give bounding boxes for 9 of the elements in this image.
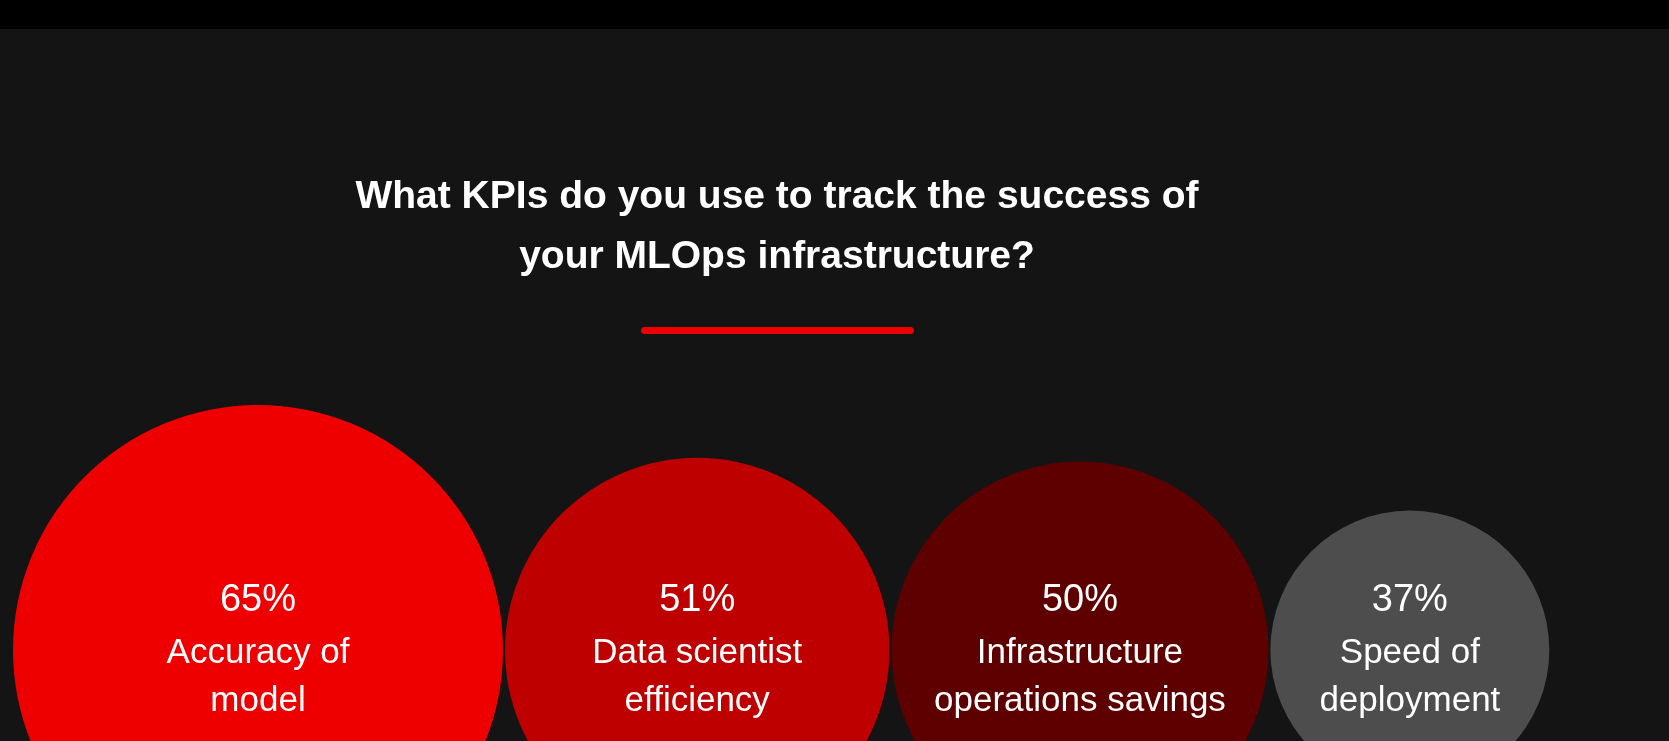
category-label: Data scientist efficiency bbox=[592, 631, 803, 718]
category-label: Speed of deployment bbox=[1319, 631, 1501, 718]
data-label: 37% bbox=[1371, 577, 1448, 619]
category-label: Accuracy of model bbox=[166, 631, 350, 718]
category-label: Infrastructure operations savings bbox=[934, 631, 1226, 718]
text: What KPIs do you use to track the success of your MLOps infrastructure? bbox=[354, 172, 1200, 278]
data-label: 65% bbox=[219, 577, 297, 619]
data-label: 50% bbox=[1041, 577, 1118, 619]
data-label: 51% bbox=[659, 577, 736, 619]
